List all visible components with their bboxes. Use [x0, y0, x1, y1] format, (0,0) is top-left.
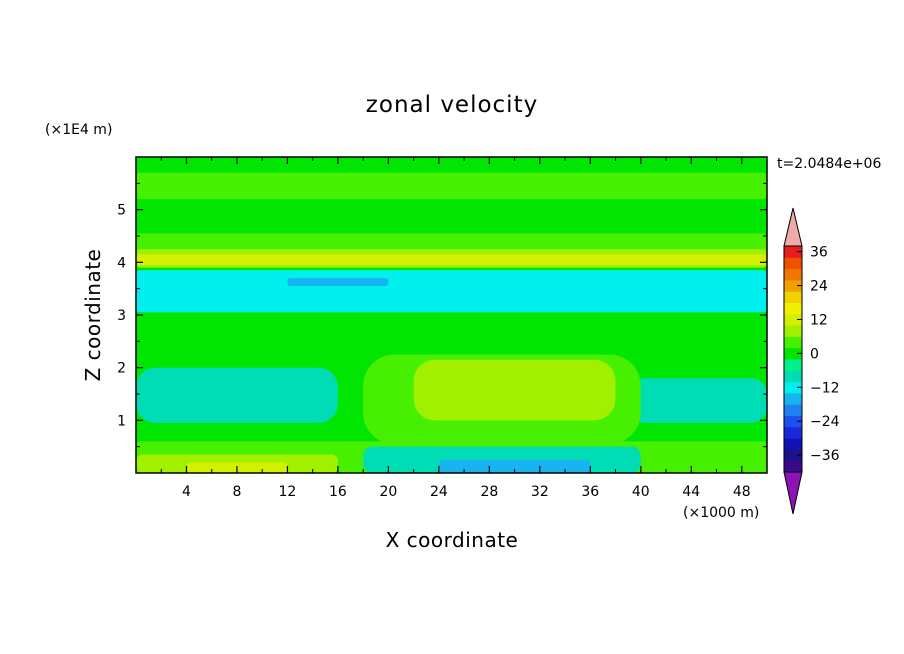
colorbar-bin — [784, 438, 802, 450]
region-upper-green-band — [136, 172, 767, 200]
x-tick-label: 24 — [430, 484, 448, 500]
x-tick-label: 44 — [682, 484, 700, 500]
colorbar-bin — [784, 415, 802, 428]
colorbar-bin — [784, 449, 802, 462]
y-tick-label: 5 — [117, 203, 126, 219]
x-tick-label: 28 — [480, 484, 498, 500]
colorbar-bin — [784, 257, 802, 270]
y-tick-label: 4 — [117, 255, 126, 271]
colorbar-tick-label: −36 — [810, 448, 840, 464]
y-tick-label: 2 — [117, 361, 126, 377]
colorbar-bin — [784, 302, 802, 315]
colorbar-tick-label: 36 — [810, 245, 828, 261]
x-tick-label: 32 — [531, 484, 549, 500]
colorbar-tick-label: −12 — [810, 380, 840, 396]
x-tick-label: 16 — [329, 484, 347, 500]
colorbar-bin — [784, 426, 802, 439]
colorbar-bin — [784, 347, 802, 360]
y-axis-ticks: 1 2 3 4 5 — [117, 182, 767, 448]
x-tick-label: 36 — [581, 484, 599, 500]
x-axis-label: X coordinate — [386, 528, 519, 552]
colorbar-bin — [784, 246, 802, 258]
colorbar-bin — [784, 268, 802, 281]
x-unit-label: (×1000 m) — [683, 505, 759, 521]
x-tick-label: 40 — [632, 484, 650, 500]
y-unit-label: (×1E4 m) — [45, 122, 112, 138]
region-bottom-blue — [438, 459, 591, 473]
colorbar-bin — [784, 279, 802, 292]
x-axis-ticks: 4 8 12 16 20 24 28 32 36 40 44 48 — [160, 157, 751, 500]
region-cyan-band — [136, 270, 767, 313]
colorbar-tick-label: 0 — [810, 346, 819, 362]
x-tick-label: 20 — [379, 484, 397, 500]
region-blue-blob — [287, 278, 389, 287]
colorbar-bin — [784, 392, 802, 405]
colorbar-under-triangle — [783, 471, 803, 515]
colorbar-tick-label: 12 — [810, 312, 828, 328]
x-tick-label: 48 — [733, 484, 751, 500]
colorbar-bin — [784, 370, 802, 383]
colorbar-bin — [784, 381, 802, 394]
colorbar: 36 24 12 0 −12 −24 −36 — [783, 207, 840, 515]
colorbar-bin — [784, 291, 802, 303]
y-tick-label: 3 — [117, 308, 126, 324]
colorbar-bin — [784, 359, 802, 371]
y-tick-label: 1 — [117, 413, 126, 429]
x-tick-label: 8 — [232, 484, 241, 500]
colorbar-bin — [784, 313, 802, 326]
x-tick-label: 12 — [279, 484, 297, 500]
colorbar-over-triangle — [783, 207, 803, 247]
colorbar-bin — [784, 336, 802, 349]
heatmap-regions — [136, 157, 767, 473]
x-tick-label: 4 — [182, 484, 191, 500]
colorbar-bin — [784, 460, 802, 473]
region-band-4-yellow — [136, 254, 767, 265]
colorbar-tick-label: 24 — [810, 279, 828, 295]
y-axis-label: Z coordinate — [81, 249, 105, 382]
time-label: t=2.0484e+06 — [777, 156, 881, 172]
chart-title: zonal velocity — [366, 92, 538, 118]
region-right-cyan — [628, 378, 767, 423]
colorbar-frame — [783, 245, 803, 473]
colorbar-bin — [784, 404, 802, 416]
region-central-yellow-green — [413, 359, 616, 421]
colorbar-tick-label: −24 — [810, 414, 840, 430]
region-left-cyan — [136, 367, 338, 423]
colorbar-bin — [784, 325, 802, 337]
